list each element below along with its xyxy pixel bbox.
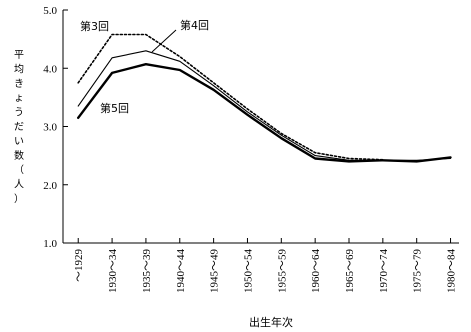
y-axis-label-char: だ (14, 121, 24, 133)
x-ticks: 〜1929 1930〜34 1935〜39 1940〜44 1945〜49 1950〜54… (73, 238, 458, 293)
series-layer (76, 33, 452, 163)
y-tick-label: 5.0 (43, 5, 57, 17)
x-tick-label: 1930〜34 (107, 249, 119, 293)
y-axis-label-char: い (14, 136, 24, 147)
y-axis-label-char: 平 (14, 50, 24, 61)
x-tick-label: 1955〜59 (276, 249, 288, 293)
series-annotations: 第3回 第4回 第5回 (80, 18, 209, 115)
x-tick-label: 1980〜84 (446, 249, 458, 293)
series-label-4th-leader (151, 29, 177, 53)
x-tick-label: 1970〜74 (378, 249, 390, 293)
axes (62, 10, 459, 244)
x-tick-label: 1935〜39 (141, 249, 153, 293)
series-label-4th: 第4回 (180, 18, 209, 32)
y-tick-label: 1.0 (43, 238, 57, 250)
y-axis-label-char: 人 (14, 179, 24, 191)
y-axis-label-char: 均 (14, 63, 24, 75)
y-tick-label: 4.0 (43, 63, 57, 75)
y-ticks: 1.0 2.0 3.0 4.0 5.0 (43, 5, 68, 250)
x-tick-label: 1975〜79 (412, 249, 424, 293)
x-axis-label: 出生年次 (249, 315, 293, 329)
x-tick-label: 1965〜69 (344, 249, 356, 293)
x-tick-label: 1960〜64 (310, 249, 322, 293)
y-tick-label: 3.0 (43, 122, 57, 134)
x-tick-label: 1940〜44 (175, 249, 187, 293)
y-axis-label-char: 数 (14, 149, 24, 162)
x-tick-label: 1950〜54 (242, 249, 254, 293)
y-tick-label: 2.0 (43, 180, 57, 192)
x-tick-label: 〜1929 (73, 249, 85, 282)
y-axis-label-char: う (14, 107, 24, 119)
y-axis-label-char: き (14, 78, 24, 90)
y-axis-label-char: ょ (14, 93, 24, 104)
x-tick-label: 1945〜49 (209, 249, 221, 293)
y-axis-label-char: ） (14, 193, 24, 205)
series-line-5 (76, 62, 452, 163)
series-label-5th: 第5回 (100, 101, 129, 115)
series-line-3 (77, 33, 384, 161)
series-label-3rd: 第3回 (80, 19, 109, 33)
y-axis-label-char: （ (14, 164, 24, 176)
